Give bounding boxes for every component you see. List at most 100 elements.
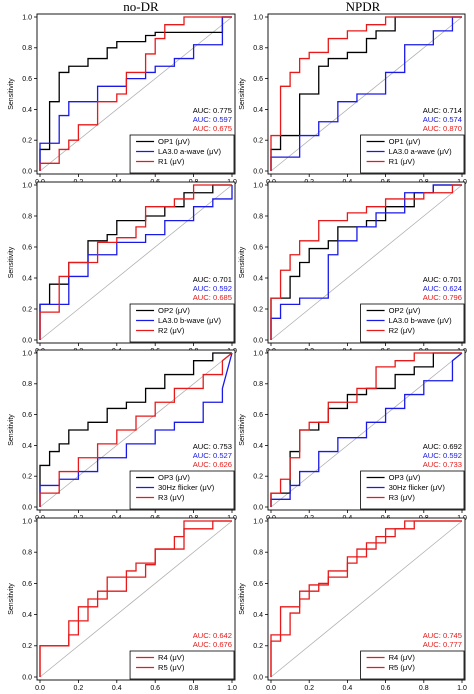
roc-curve-r2 [270,184,462,340]
y-axis-label: Sensitivity [8,246,15,278]
y-tick-label: 0.0 [22,168,32,175]
y-tick-label: 0.6 [253,581,263,588]
y-tick-label: 0.0 [22,674,32,681]
reference-diagonal [39,520,233,678]
auc-label: AUC: 0.753 [193,442,232,451]
roc-curve-op1 [270,16,462,171]
panels: 0.0 0.2 0.4 0.6 0.8 1.0 0.0 0.2 0.4 0.6 0.8 1.0 Sens… [8,13,467,692]
x-tick-label: 0.8 [419,685,429,692]
roc-curve-la30 [270,16,462,171]
x-tick-label: 1.0 [227,685,237,692]
auc-label: AUC: 0.692 [423,442,462,451]
y-axis-label: Sensitivity [239,583,246,615]
roc-curve-r3 [270,352,462,507]
roc-curve-la30 [39,16,232,171]
y-tick-label: 0.4 [253,107,263,114]
x-tick-label: 0.2 [304,685,314,692]
y-tick-label: 0.2 [22,474,32,481]
roc-curve-r4 [270,520,462,677]
auc-label: AUC: 0.796 [423,293,462,302]
legend-entry: LA3.0 b-wave (μV) [389,316,453,325]
y-tick-label: 0.8 [253,381,263,388]
y-tick-label: 0.0 [253,674,263,681]
y-tick-label: 0.6 [253,412,263,419]
roc-curve-op3 [39,352,232,507]
reference-diagonal [270,520,463,678]
column-title-no-dr: no-DR [123,0,159,14]
legend: OP1 (μV)LA3.0 a-wave (μV)R1 (μV) [360,134,465,174]
x-tick-label: 0.8 [189,685,199,692]
legend-entry: LA3.0 a-wave (μV) [158,147,222,156]
roc-curve-r3 [39,352,233,507]
y-axis-label: Sensitivity [239,414,246,446]
y-tick-label: 0.8 [22,550,32,557]
reference-diagonal [270,184,463,341]
y-tick-label: 0.6 [253,76,263,83]
legend-entry: 30Hz flicker (μV) [158,483,215,492]
auc-label: AUC: 0.592 [193,284,232,293]
roc-curve-r2 [39,184,232,340]
y-tick-label: 0.6 [22,76,32,83]
auc-label: AUC: 0.642 [193,631,232,640]
y-tick-label: 0.2 [22,138,32,145]
legend: R4 (μV)R5 (μV) [360,650,465,680]
legend-entry: R5 (μV) [389,663,416,672]
legend-entry: OP2 (μV) [389,306,421,315]
y-tick-label: 1.0 [253,518,263,525]
roc-curve-r4 [39,520,232,677]
x-tick-label: 0.4 [112,685,122,692]
x-tick-label: 0.0 [266,685,276,692]
legend: R4 (μV)R5 (μV) [129,650,235,680]
auc-label: AUC: 0.592 [423,451,462,460]
y-tick-label: 1.0 [22,350,32,357]
panel-npdr-r2: 0.00.20.40.60.81.00.00.20.40.60.81.0Sens… [239,181,467,355]
legend-entry: OP3 (μV) [158,473,190,482]
legend-box [360,650,465,680]
reference-diagonal [39,184,233,341]
y-tick-label: 1.0 [22,518,32,525]
y-tick-label: 0.4 [22,107,32,114]
roc-curve-r1 [270,16,462,171]
y-tick-label: 1.0 [253,182,263,189]
auc-label: AUC: 0.675 [193,124,232,133]
auc-label: AUC: 0.676 [193,640,232,649]
y-tick-label: 0.6 [253,244,263,251]
y-tick-label: 1.0 [22,14,32,21]
y-tick-label: 1.0 [253,14,263,21]
legend-entry: OP1 (μV) [158,137,190,146]
roc-curve-r5 [270,520,462,677]
y-tick-label: 0.8 [22,45,32,52]
y-tick-label: 0.4 [253,443,263,450]
auc-label: AUC: 0.624 [423,284,462,293]
y-tick-label: 0.2 [253,643,263,650]
auc-label: AUC: 0.626 [193,460,232,469]
y-axis-label: Sensitivity [8,78,15,110]
auc-label: AUC: 0.701 [193,275,232,284]
legend-entry: R3 (μV) [389,493,416,502]
y-axis-label: Sensitivity [8,414,15,446]
roc-curve-op2 [39,184,232,340]
y-tick-label: 1.0 [253,350,263,357]
legend-entry: R4 (μV) [158,653,185,662]
legend: OP2 (μV)LA3.0 b-wave (μV)R2 (μV) [360,303,465,343]
y-tick-label: 0.0 [253,504,263,511]
auc-label: AUC: 0.733 [423,460,462,469]
roc-curve-r5 [39,520,232,677]
y-tick-label: 0.8 [253,213,263,220]
roc-curve-op3 [270,352,462,507]
legend-entry: OP1 (μV) [389,137,421,146]
legend-entry: R2 (μV) [389,326,416,335]
legend-entry: R4 (μV) [389,653,416,662]
reference-diagonal [39,16,233,172]
auc-label: AUC: 0.745 [423,631,462,640]
auc-label: AUC: 0.714 [423,106,462,115]
y-tick-label: 0.2 [253,306,263,313]
roc-curve-r1 [39,16,232,171]
y-tick-label: 0.4 [22,275,32,282]
roc-curve-op1 [39,16,232,171]
x-tick-label: 0.4 [343,685,353,692]
legend: OP3 (μV)30Hz flicker (μV)R3 (μV) [360,470,465,510]
auc-label: AUC: 0.685 [193,293,232,302]
y-tick-label: 0.2 [253,138,263,145]
